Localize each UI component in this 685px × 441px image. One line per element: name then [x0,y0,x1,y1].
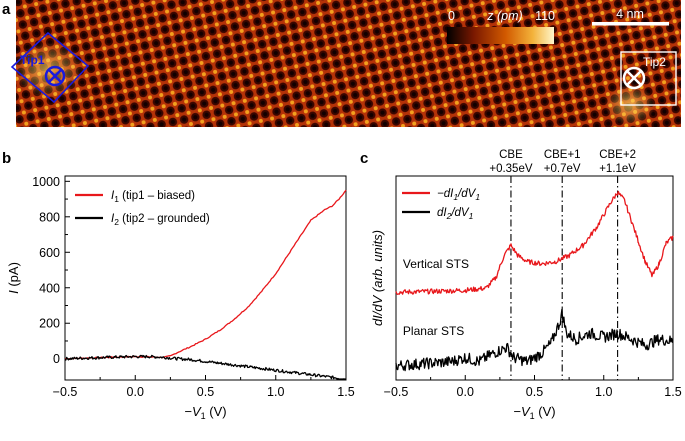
colorbar-max: 110 [535,9,555,23]
scalebar-bar [592,22,669,26]
x-tick-label: 0.5 [526,385,543,399]
panel-a-label: a [2,1,11,18]
x-tick-label: 1.0 [595,385,612,399]
x-tick-label: 1.5 [664,385,681,399]
trace-annotation: Planar STS [403,324,464,338]
legend-entry: −dI1/dV1 [437,188,480,202]
series-line [64,354,347,380]
panel-c-label: c [360,150,368,167]
x-axis-title: −V1 (V) [513,404,555,421]
stm-image [13,0,681,127]
stm-lattice [16,0,681,127]
tip1-label: Tip1 [20,53,45,67]
band-marker-energy: +0.7eV [544,163,581,175]
tip2-marker: Tip2 [620,51,677,106]
chart-b: −0.5 0.0 0.5 1.0 1.5 0 200 400 600 800 1000 −V1 (V)… [6,175,355,421]
legend-entry: I1 (tip1 – biased) [111,190,195,204]
band-marker-energy: +0.35eV [489,163,532,175]
y-tick-label: 200 [39,317,60,331]
tip2-box [620,51,677,106]
band-marker-label: CBE [499,149,523,161]
y-tick-label: 1000 [32,175,60,189]
x-tick-label: 1.5 [337,385,354,399]
tip2-cross-circle-icon [622,66,646,90]
band-marker-energy: +1.1eV [599,163,636,175]
tip2-cross-line [626,70,642,86]
tip1-cross-circle-icon [44,65,66,87]
y-tick-label: 0 [53,352,60,366]
x-tick-label: −0.5 [384,385,409,399]
y-tick-label: 600 [39,246,60,260]
plot-frame [64,175,347,381]
tip1-cross-line [47,68,63,84]
colorbar-label: z (pm) [486,9,522,23]
x-tick-label: 0.5 [197,385,214,399]
scalebar-label: 4 nm [616,7,644,21]
scalebar: 4 nm [592,7,669,26]
tip1-diamond [10,31,90,104]
y-tick-label: 400 [39,281,60,295]
legend-entry: dI2/dV1 [437,207,474,221]
chart-c: −0.5 0.0 0.5 1.0 1.5 −V1 (V) dI/dV (arb. units… [370,149,682,421]
colorbar: 0 z (pm) 110 [447,9,555,44]
trace-annotation: Vertical STS [403,257,469,271]
panel-b-label: b [2,150,11,167]
x-tick-label: 0.0 [457,385,474,399]
series-line [395,190,674,295]
y-tick-label: 800 [39,210,60,224]
series-line [64,189,347,360]
colorbar-min: 0 [448,9,455,23]
x-tick-label: 0.0 [127,385,144,399]
band-marker-label: CBE+2 [599,149,636,161]
series-line [395,308,674,372]
tip1-marker: Tip1 [10,31,90,104]
x-tick-label: −0.5 [53,385,78,399]
colorbar-gradient [447,27,554,44]
tip2-label: Tip2 [643,55,666,69]
band-marker-label: CBE+1 [544,149,581,161]
x-axis-title: −V1 (V) [184,404,226,421]
x-tick-label: 1.0 [267,385,284,399]
y-axis-title: dI/dV (arb. units) [370,230,385,326]
y-axis-title: I (pA) [6,262,21,294]
legend-entry: I2 (tip2 – grounded) [111,213,210,227]
